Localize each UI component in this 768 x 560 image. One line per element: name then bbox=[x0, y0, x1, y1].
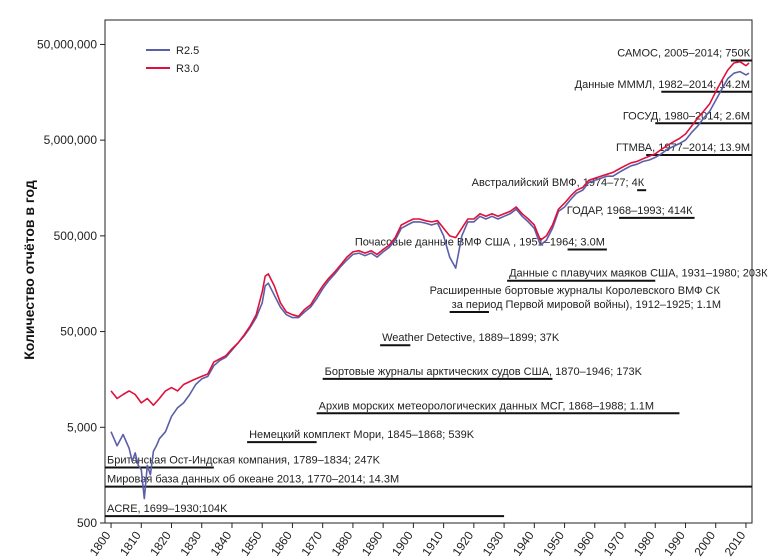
annotation-label: ГОДАР, 1968–1993; 414К bbox=[567, 205, 693, 217]
annotation-label: Британская Ост-Индская компания, 1789–18… bbox=[107, 455, 381, 467]
plot-frame bbox=[104, 19, 753, 524]
x-tick-label: 1860 bbox=[268, 528, 295, 558]
annotation-label: Weather Detective, 1889–1899; 37K bbox=[382, 332, 560, 344]
annotation-label: САМОС, 2005–2014; 750К bbox=[617, 47, 750, 59]
chart-annotations: САМОС, 2005–2014; 750К Данные МММЛ, 1982–… bbox=[105, 47, 768, 518]
x-tick-label: 1880 bbox=[329, 528, 356, 558]
chart-series bbox=[110, 60, 750, 500]
x-tick-label: 1900 bbox=[389, 528, 416, 558]
annotation-label: ГОСУД, 1980–2014; 2.6М bbox=[623, 110, 750, 122]
annotation-label: Архив морских метеорологических данных М… bbox=[319, 400, 654, 412]
legend-label: R3.0 bbox=[176, 63, 199, 75]
x-tick-label: 1950 bbox=[540, 528, 567, 558]
y-tick-label: 50,000 bbox=[60, 325, 97, 339]
x-tick-label: 1990 bbox=[661, 528, 688, 558]
x-tick-label: 1820 bbox=[147, 528, 174, 558]
x-tick-label: 1810 bbox=[117, 528, 144, 558]
x-tick-label: 1830 bbox=[177, 528, 204, 558]
annotation-label: Немецкий комплект Мори, 1845–1868; 539K bbox=[249, 429, 475, 441]
annotation-label: Данные с плавучих маяков США, 1931–1980;… bbox=[509, 268, 768, 280]
annotation-label: Бортовые журналы арктических судов США, … bbox=[325, 366, 643, 378]
chart-legend: R2.5 R3.0 bbox=[146, 45, 199, 75]
x-tick-label: 1840 bbox=[208, 528, 235, 558]
series-line-R25 bbox=[110, 70, 750, 500]
x-tick-label: 2010 bbox=[722, 528, 749, 558]
annotation-label: ГТМВА, 1977–2014; 13.9М bbox=[616, 142, 750, 154]
annotation-label: Данные МММЛ, 1982–2014; 14.2М bbox=[575, 79, 750, 91]
y-tick-label: 5,000 bbox=[67, 420, 97, 434]
x-tick-label: 1960 bbox=[570, 528, 597, 558]
x-tick-label: 1920 bbox=[450, 528, 477, 558]
x-tick-label: 1940 bbox=[510, 528, 537, 558]
x-tick-label: 1980 bbox=[631, 528, 658, 558]
x-tick-label: 1970 bbox=[601, 528, 628, 558]
annotation-label: ACRE, 1699–1930;104K bbox=[107, 503, 228, 515]
annotation-label: Австралийский ВМФ, 1974–77; 4К bbox=[472, 177, 645, 189]
annotation-label: Мировая база данных об океане 2013, 1770… bbox=[107, 474, 399, 486]
x-tick-label: 1890 bbox=[359, 528, 386, 558]
x-tick-label: 1850 bbox=[238, 528, 265, 558]
series-line-R30 bbox=[110, 60, 750, 406]
x-tick-label: 1870 bbox=[298, 528, 325, 558]
y-tick-label: 50,000,000 bbox=[37, 37, 97, 51]
x-tick-label: 2000 bbox=[691, 528, 718, 558]
x-tick-label: 1930 bbox=[480, 528, 507, 558]
y-tick-label: 5,000,000 bbox=[44, 133, 98, 147]
y-axis-label: Количество отчётов в год bbox=[21, 180, 37, 360]
x-tick-label: 1910 bbox=[419, 528, 446, 558]
legend-label: R2.5 bbox=[176, 45, 199, 57]
y-tick-label: 500,000 bbox=[54, 229, 98, 243]
annotation-label: за период Первой мировой войны), 1912–19… bbox=[452, 299, 721, 311]
x-tick-label: 1800 bbox=[87, 528, 114, 558]
y-tick-label: 500 bbox=[77, 516, 97, 530]
annotation-label: Расширенные бортовые журналы Королевског… bbox=[430, 285, 721, 297]
